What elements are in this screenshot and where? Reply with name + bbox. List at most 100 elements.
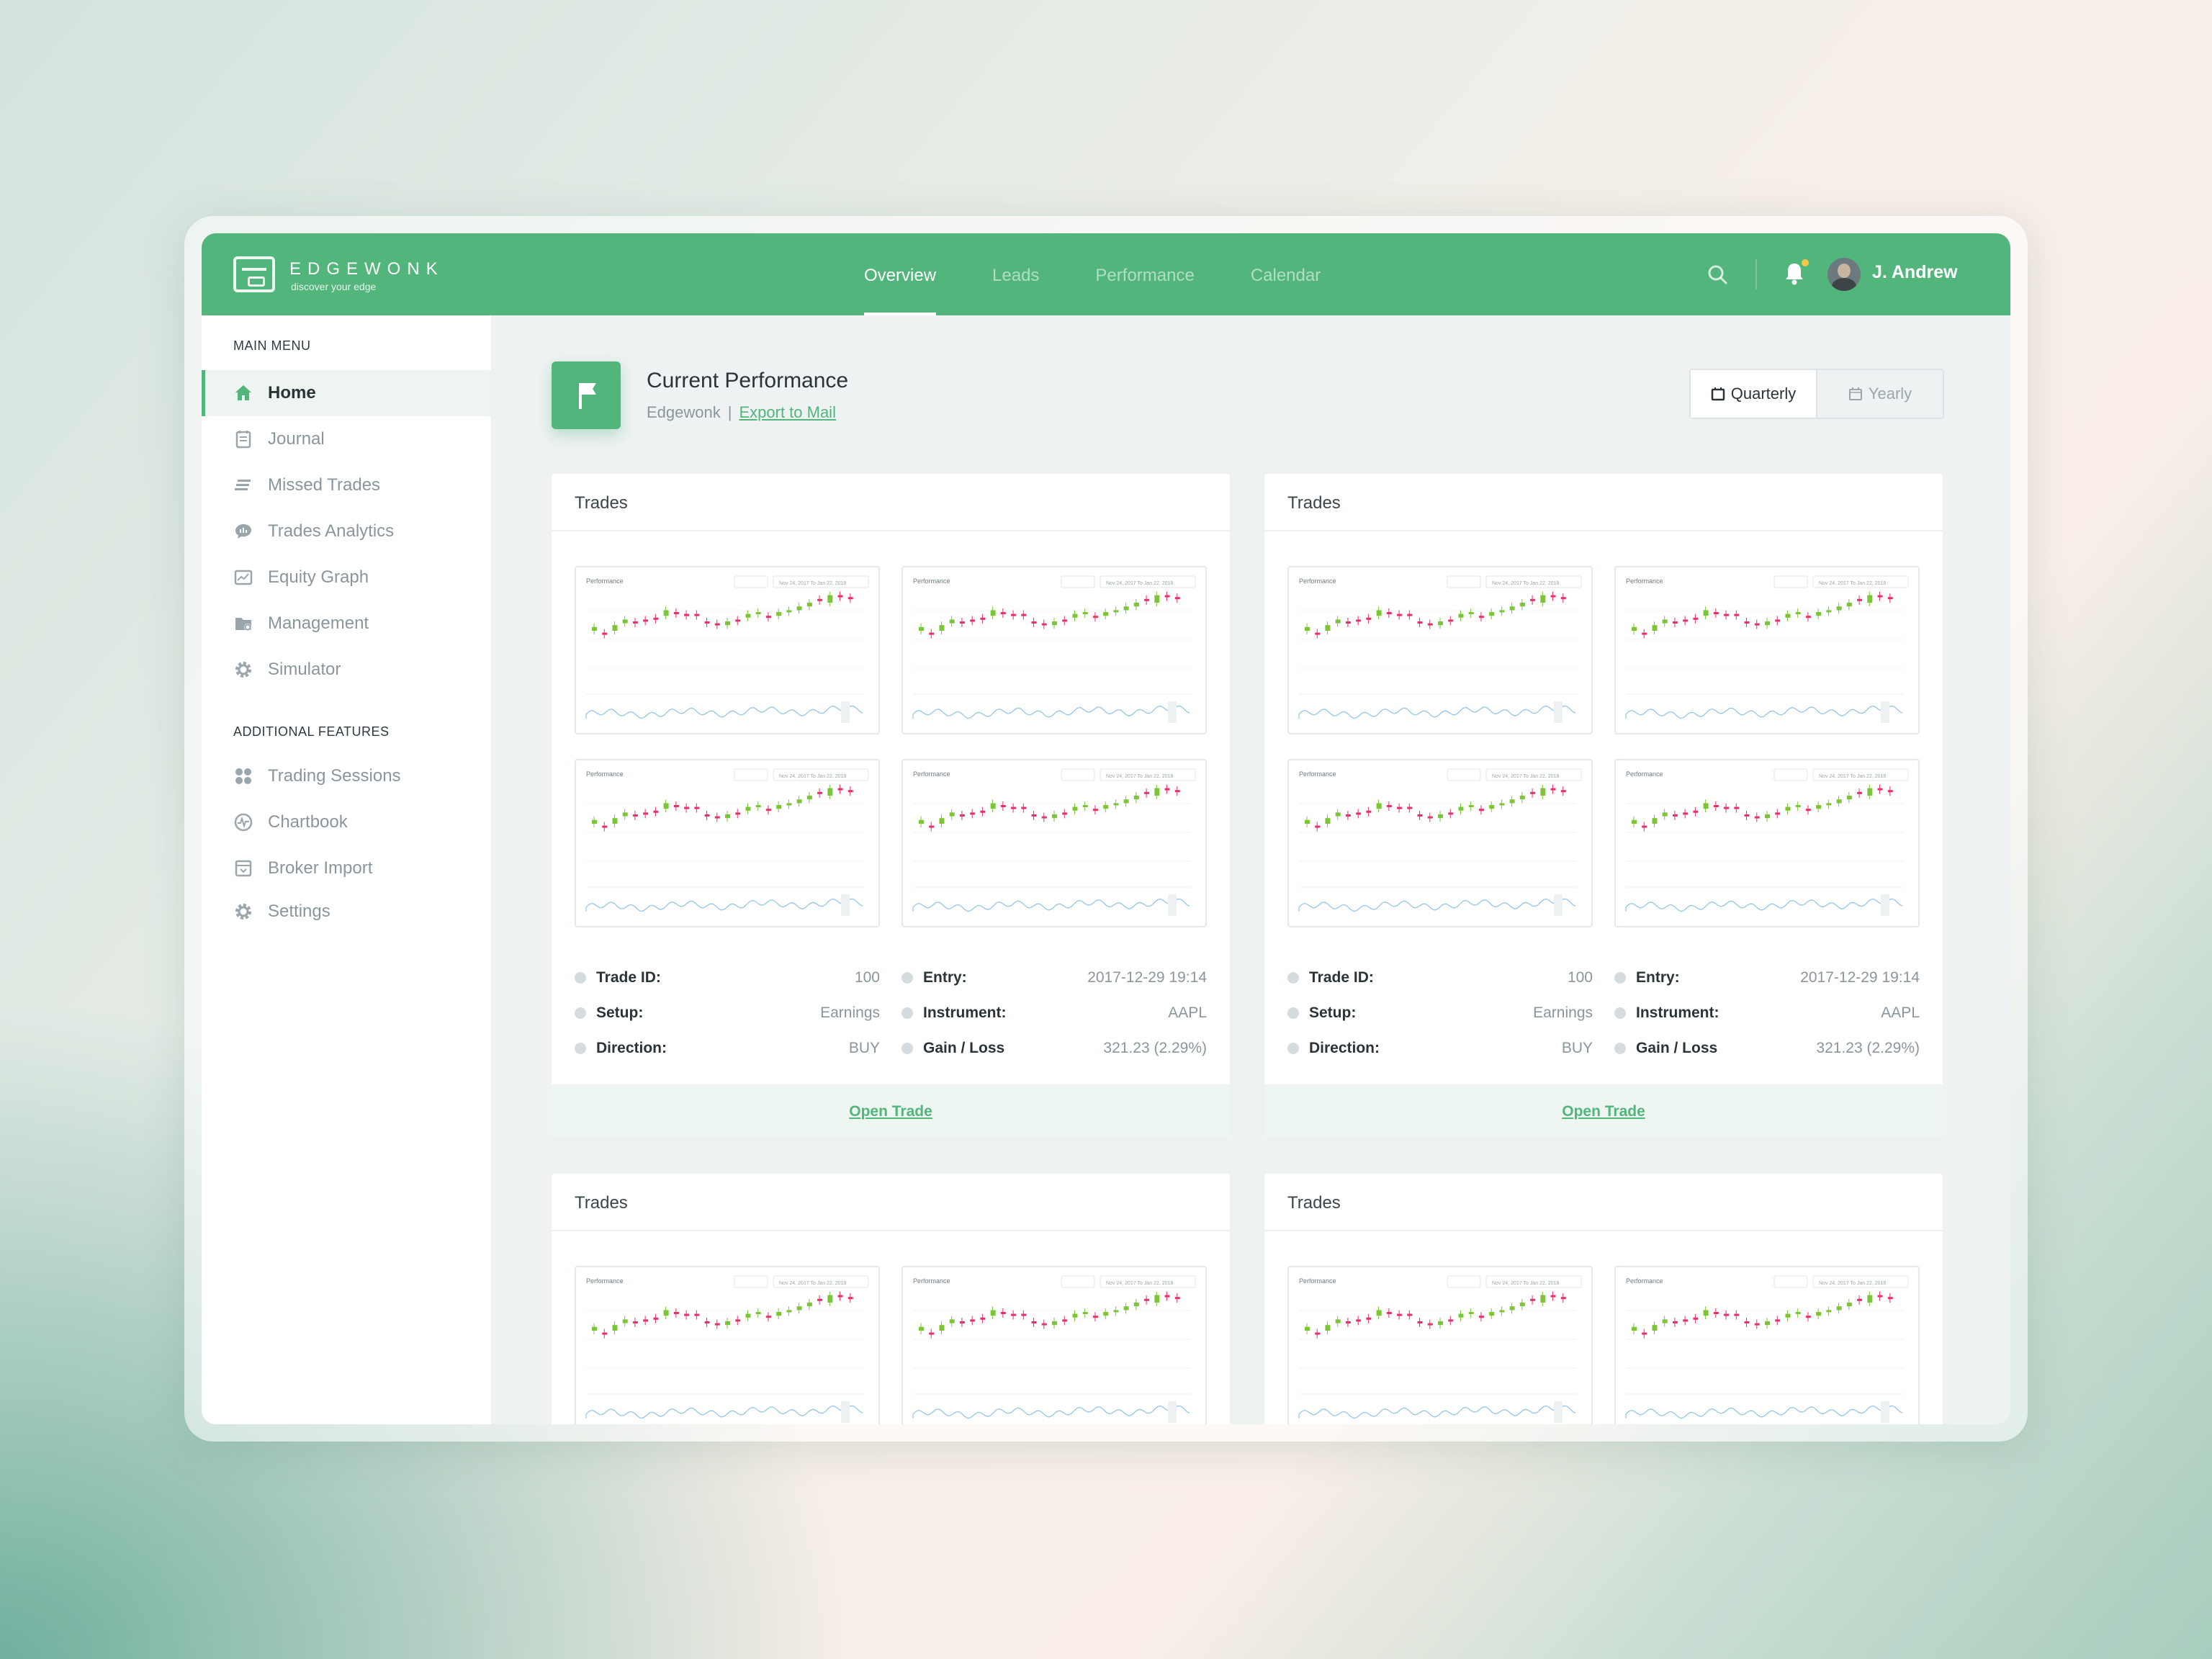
- candle-body: [1857, 791, 1863, 794]
- candle-body: [1632, 626, 1637, 631]
- chart-thumbnail[interactable]: Performance Nov 24, 2017 To Jan 22, 2018: [1287, 566, 1593, 734]
- chart-thumbnail[interactable]: Performance Nov 24, 2017 To Jan 22, 2018: [575, 1266, 880, 1424]
- chart-thumbnail[interactable]: Performance Nov 24, 2017 To Jan 22, 2018: [902, 566, 1207, 734]
- nav-leads[interactable]: Leads: [992, 266, 1040, 285]
- nav-overview[interactable]: Overview: [864, 233, 937, 315]
- field-label: Setup:: [1309, 1004, 1357, 1021]
- candle-body: [1335, 619, 1341, 624]
- quarterly-button[interactable]: Quarterly: [1691, 370, 1817, 418]
- brand-logo[interactable]: EDGEWONK discover your edge: [233, 256, 464, 295]
- candle-body: [939, 1325, 945, 1331]
- main-nav: Overview Leads Performance Calendar: [864, 233, 1377, 315]
- candle-body: [1356, 1319, 1362, 1322]
- chart-thumbnail[interactable]: Performance Nov 24, 2017 To Jan 22, 2018: [902, 759, 1207, 927]
- field-label: Setup:: [596, 1004, 644, 1021]
- sidebar-item-broker-import[interactable]: Broker Import: [202, 845, 491, 891]
- candle-body: [1765, 814, 1770, 819]
- user-name[interactable]: J. Andrew: [1872, 262, 1958, 282]
- yearly-button[interactable]: Yearly: [1817, 370, 1943, 418]
- candle-body: [1366, 617, 1372, 620]
- export-to-mail-link[interactable]: Export to Mail: [739, 403, 836, 421]
- candle-body: [1703, 803, 1709, 809]
- candle-body: [1560, 790, 1566, 793]
- candle-body: [1785, 806, 1791, 811]
- chart-thumbnail[interactable]: Performance Nov 24, 2017 To Jan 22, 2018: [1287, 1266, 1593, 1424]
- sidebar-item-chartbook[interactable]: Chartbook: [202, 799, 491, 845]
- mini-performance-chart: Performance Nov 24, 2017 To Jan 22, 2018: [1298, 768, 1582, 916]
- candle-body: [1356, 619, 1362, 622]
- field-value: BUY: [1561, 1040, 1593, 1056]
- mini-performance-chart: Performance Nov 24, 2017 To Jan 22, 2018: [912, 1275, 1196, 1423]
- candle-body: [1693, 617, 1699, 620]
- nav-calendar[interactable]: Calendar: [1250, 266, 1321, 285]
- candle-body: [806, 603, 812, 607]
- candle-body: [1315, 632, 1321, 635]
- candle-body: [1103, 1312, 1109, 1316]
- sidebar-item-home[interactable]: Home: [202, 370, 491, 416]
- chart-thumbnail[interactable]: Performance Nov 24, 2017 To Jan 22, 2018: [575, 566, 880, 734]
- logo-icon: [233, 256, 275, 292]
- candle-body: [1427, 1323, 1433, 1326]
- mini-chart-navigator-handle: [841, 894, 850, 916]
- chart-thumbnail[interactable]: Performance Nov 24, 2017 To Jan 22, 2018: [575, 759, 880, 927]
- chart-thumbnail[interactable]: Performance Nov 24, 2017 To Jan 22, 2018: [1614, 759, 1920, 927]
- candle-body: [684, 1313, 690, 1316]
- sidebar-item-equity-graph[interactable]: Equity Graph: [202, 554, 491, 601]
- mini-chart-range-select: [1100, 768, 1196, 781]
- candle-body: [1672, 621, 1678, 624]
- candle-body: [806, 1303, 812, 1307]
- mini-chart-navigator-handle: [1554, 894, 1563, 916]
- candle-body: [1754, 623, 1760, 626]
- candle-body: [1133, 603, 1139, 607]
- chart-thumbnail[interactable]: Performance Nov 24, 2017 To Jan 22, 2018: [1614, 566, 1920, 734]
- candle-body: [714, 1323, 720, 1326]
- candle-body: [1693, 810, 1699, 813]
- sidebar-item-journal[interactable]: Journal: [202, 416, 491, 462]
- candle-body: [1550, 595, 1556, 598]
- candle-body: [959, 814, 965, 817]
- candle-body: [1407, 806, 1413, 809]
- field-label: Entry:: [1636, 969, 1680, 986]
- nav-performance[interactable]: Performance: [1095, 266, 1195, 285]
- candle-body: [1407, 1313, 1413, 1316]
- open-trade-link[interactable]: Open Trade: [552, 1084, 1230, 1138]
- candle-body: [1744, 814, 1750, 817]
- candle-body: [796, 1306, 802, 1310]
- sidebar-item-missed-trades[interactable]: Missed Trades: [202, 462, 491, 508]
- candle-body: [612, 625, 618, 631]
- mini-performance-chart: Performance Nov 24, 2017 To Jan 22, 2018: [585, 768, 869, 916]
- candle-body: [848, 597, 853, 600]
- sidebar: MAIN MENU Home Journal Missed Trades Tra…: [202, 315, 491, 1424]
- chart-thumbnail[interactable]: Performance Nov 24, 2017 To Jan 22, 2018: [902, 1266, 1207, 1424]
- candle-body: [1672, 814, 1678, 817]
- candle-body: [1499, 1310, 1505, 1313]
- search-icon[interactable]: [1707, 264, 1728, 285]
- sidebar-item-settings[interactable]: Settings: [202, 889, 491, 935]
- sidebar-item-management[interactable]: Management: [202, 601, 491, 647]
- trade-card: Trades Performance Nov 24, 2017 To Jan 22,…: [1264, 1174, 1943, 1424]
- candle-body: [1305, 626, 1310, 631]
- chart-thumbnail[interactable]: Performance Nov 24, 2017 To Jan 22, 2018: [1287, 759, 1593, 927]
- subtitle-source: Edgewonk: [647, 403, 721, 421]
- candle-body: [1785, 613, 1791, 618]
- avatar[interactable]: [1827, 258, 1861, 291]
- candle-body: [1867, 595, 1873, 603]
- sidebar-item-trading-sessions[interactable]: Trading Sessions: [202, 753, 491, 799]
- candle-body: [653, 617, 659, 620]
- mini-chart-zoom-select: [1773, 1275, 1808, 1288]
- mini-performance-chart: Performance Nov 24, 2017 To Jan 22, 2018: [1298, 575, 1582, 723]
- chart-thumbnail[interactable]: Performance Nov 24, 2017 To Jan 22, 2018: [1614, 1266, 1920, 1424]
- candle-body: [848, 790, 853, 793]
- candle-body: [1072, 613, 1078, 618]
- candle-body: [1744, 621, 1750, 624]
- open-trade-link[interactable]: Open Trade: [1264, 1084, 1943, 1138]
- candle-body: [959, 621, 965, 624]
- bell-icon[interactable]: [1783, 261, 1806, 287]
- candle-body: [1052, 621, 1057, 626]
- mini-chart-zoom-select: [734, 575, 768, 588]
- field-value: 321.23 (2.29%): [1816, 1040, 1920, 1056]
- page-subtitle: Edgewonk | Export to Mail: [647, 403, 836, 422]
- sidebar-item-simulator[interactable]: Simulator: [202, 647, 491, 693]
- candle-body: [622, 619, 628, 624]
- sidebar-item-trades-analytics[interactable]: Trades Analytics: [202, 508, 491, 554]
